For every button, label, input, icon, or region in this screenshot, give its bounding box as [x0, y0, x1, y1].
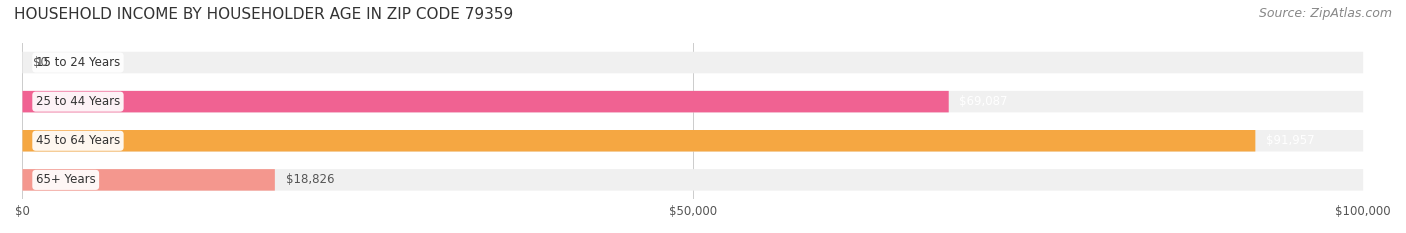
Text: $91,957: $91,957: [1265, 134, 1315, 147]
FancyBboxPatch shape: [22, 91, 949, 112]
FancyBboxPatch shape: [22, 130, 1364, 151]
FancyBboxPatch shape: [22, 169, 1364, 191]
FancyBboxPatch shape: [22, 52, 1364, 73]
Text: 45 to 64 Years: 45 to 64 Years: [35, 134, 120, 147]
Text: 15 to 24 Years: 15 to 24 Years: [35, 56, 120, 69]
Text: $0: $0: [34, 56, 48, 69]
Text: Source: ZipAtlas.com: Source: ZipAtlas.com: [1258, 7, 1392, 20]
FancyBboxPatch shape: [22, 130, 1256, 151]
Text: $18,826: $18,826: [285, 173, 335, 186]
FancyBboxPatch shape: [22, 169, 274, 191]
Text: $69,087: $69,087: [959, 95, 1008, 108]
Text: 65+ Years: 65+ Years: [35, 173, 96, 186]
Text: HOUSEHOLD INCOME BY HOUSEHOLDER AGE IN ZIP CODE 79359: HOUSEHOLD INCOME BY HOUSEHOLDER AGE IN Z…: [14, 7, 513, 22]
FancyBboxPatch shape: [22, 91, 1364, 112]
Text: 25 to 44 Years: 25 to 44 Years: [35, 95, 120, 108]
